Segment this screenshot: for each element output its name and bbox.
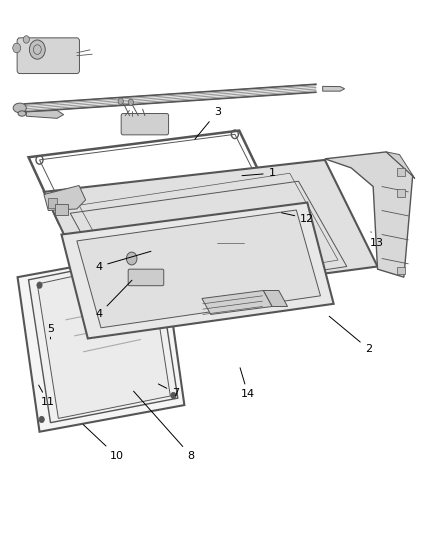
Circle shape: [118, 98, 123, 104]
Polygon shape: [55, 189, 258, 225]
Text: 7: 7: [158, 384, 179, 398]
Polygon shape: [44, 185, 85, 211]
Ellipse shape: [18, 111, 26, 116]
Polygon shape: [37, 260, 170, 418]
Text: 14: 14: [240, 368, 254, 399]
Text: 12: 12: [281, 213, 314, 223]
Circle shape: [37, 282, 42, 288]
Bar: [396, 266, 404, 274]
Polygon shape: [263, 290, 287, 306]
Circle shape: [126, 252, 137, 265]
Circle shape: [13, 43, 21, 53]
Polygon shape: [201, 290, 272, 314]
Text: 8: 8: [133, 391, 194, 461]
Circle shape: [128, 99, 133, 106]
Text: 5: 5: [47, 325, 54, 339]
FancyBboxPatch shape: [128, 269, 163, 286]
Text: 13: 13: [369, 232, 383, 247]
Bar: [55, 204, 68, 215]
Circle shape: [29, 40, 45, 59]
Circle shape: [23, 36, 29, 43]
Polygon shape: [61, 203, 333, 338]
Text: 2: 2: [328, 316, 371, 354]
Ellipse shape: [215, 237, 245, 248]
Polygon shape: [18, 251, 184, 432]
Polygon shape: [28, 254, 177, 423]
Text: 4: 4: [95, 280, 132, 319]
Text: 4: 4: [95, 251, 151, 271]
Text: 3: 3: [194, 107, 220, 139]
Polygon shape: [324, 152, 412, 277]
Ellipse shape: [13, 103, 26, 113]
Bar: [396, 168, 404, 176]
FancyBboxPatch shape: [121, 114, 168, 135]
Polygon shape: [322, 86, 344, 91]
Text: 1: 1: [241, 168, 275, 178]
Polygon shape: [77, 210, 320, 328]
Bar: [396, 189, 404, 197]
Polygon shape: [26, 110, 64, 118]
Polygon shape: [385, 152, 414, 179]
FancyBboxPatch shape: [17, 38, 79, 74]
Circle shape: [170, 392, 176, 399]
Circle shape: [159, 255, 165, 261]
Circle shape: [39, 416, 44, 423]
Bar: [48, 198, 57, 208]
Text: 10: 10: [83, 425, 123, 461]
Polygon shape: [44, 160, 377, 304]
Text: 11: 11: [39, 385, 55, 407]
